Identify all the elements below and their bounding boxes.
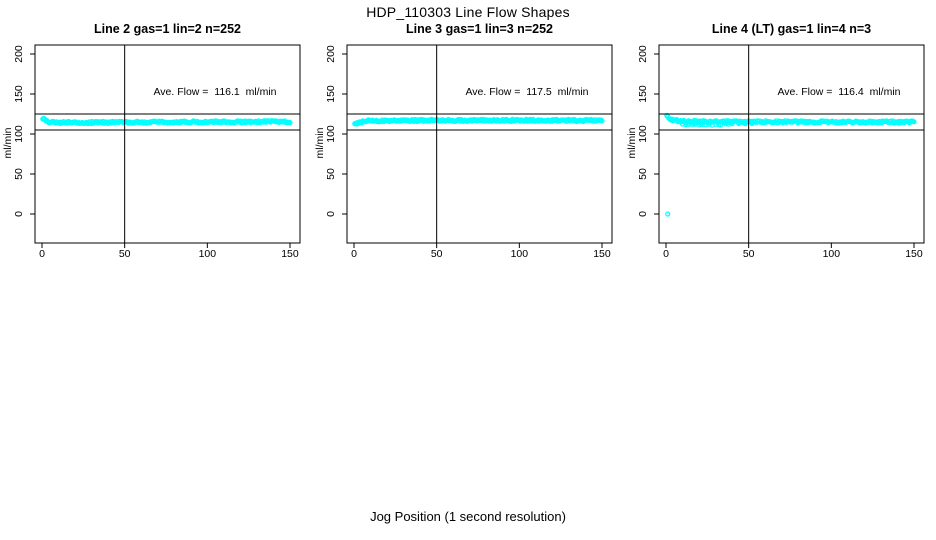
x-tick-label: 150 [905, 248, 923, 260]
y-tick-label: 150 [13, 85, 25, 103]
y-tick-label: 0 [637, 211, 649, 217]
plot-box [658, 44, 925, 244]
y-tick-label: 100 [13, 125, 25, 143]
y-tick-label: 100 [325, 125, 337, 143]
axis-ticks [342, 53, 603, 248]
data-points [40, 115, 293, 127]
plot-box [346, 44, 613, 244]
y-tick-label: 0 [325, 211, 337, 217]
y-tick-label: 200 [325, 45, 337, 63]
y-tick-label: 150 [637, 85, 649, 103]
x-tick-label: 50 [430, 248, 443, 260]
ave-flow-annotation: Ave. Flow = 117.5 ml/min [465, 86, 589, 98]
y-tick-label: 50 [13, 168, 25, 180]
x-tick-label: 50 [742, 248, 755, 260]
y-tick-label: 100 [637, 125, 649, 143]
data-points [664, 112, 917, 217]
plot-box [34, 44, 301, 244]
data-points [352, 116, 605, 127]
y-tick-label: 50 [325, 168, 337, 180]
panel-title: Line 4 (LT) gas=1 lin=4 n=3 [711, 22, 872, 36]
x-tick-label: 100 [822, 248, 841, 260]
x-tick-label: 50 [118, 248, 131, 260]
panel-title: Line 2 gas=1 lin=2 n=252 [94, 22, 241, 36]
panel-title: Line 3 gas=1 lin=3 n=252 [406, 22, 553, 36]
reference-lines [659, 45, 924, 243]
axis-ticks [654, 53, 915, 248]
x-tick-label: 150 [593, 248, 611, 260]
axis-ticks [30, 53, 291, 248]
y-tick-label: 50 [637, 168, 649, 180]
plot-area [654, 44, 925, 248]
x-tick-label: 0 [663, 248, 669, 260]
ave-flow-annotation: Ave. Flow = 116.1 ml/min [153, 86, 277, 98]
panel-line2: Line 2 gas=1 lin=2 n=252 ml/min Ave. Flo… [0, 20, 312, 300]
figure-title: HDP_110303 Line Flow Shapes [366, 4, 570, 20]
x-tick-label: 150 [281, 248, 299, 260]
reference-lines [347, 45, 612, 243]
y-tick-label: 200 [13, 45, 25, 63]
plot-area [342, 44, 613, 248]
x-tick-label: 100 [198, 248, 217, 260]
x-axis-label: Jog Position (1 second resolution) [370, 509, 566, 524]
x-tick-label: 100 [510, 248, 529, 260]
panel-line3: Line 3 gas=1 lin=3 n=252 ml/min Ave. Flo… [312, 20, 624, 300]
x-tick-label: 0 [39, 248, 45, 260]
panel-line4: Line 4 (LT) gas=1 lin=4 n=3 ml/min Ave. … [624, 20, 936, 300]
y-tick-label: 0 [13, 211, 25, 217]
plot-area [30, 44, 301, 248]
ave-flow-annotation: Ave. Flow = 116.4 ml/min [777, 86, 901, 98]
y-tick-label: 200 [637, 45, 649, 63]
reference-lines [35, 45, 300, 243]
x-tick-label: 0 [351, 248, 357, 260]
y-tick-label: 150 [325, 85, 337, 103]
